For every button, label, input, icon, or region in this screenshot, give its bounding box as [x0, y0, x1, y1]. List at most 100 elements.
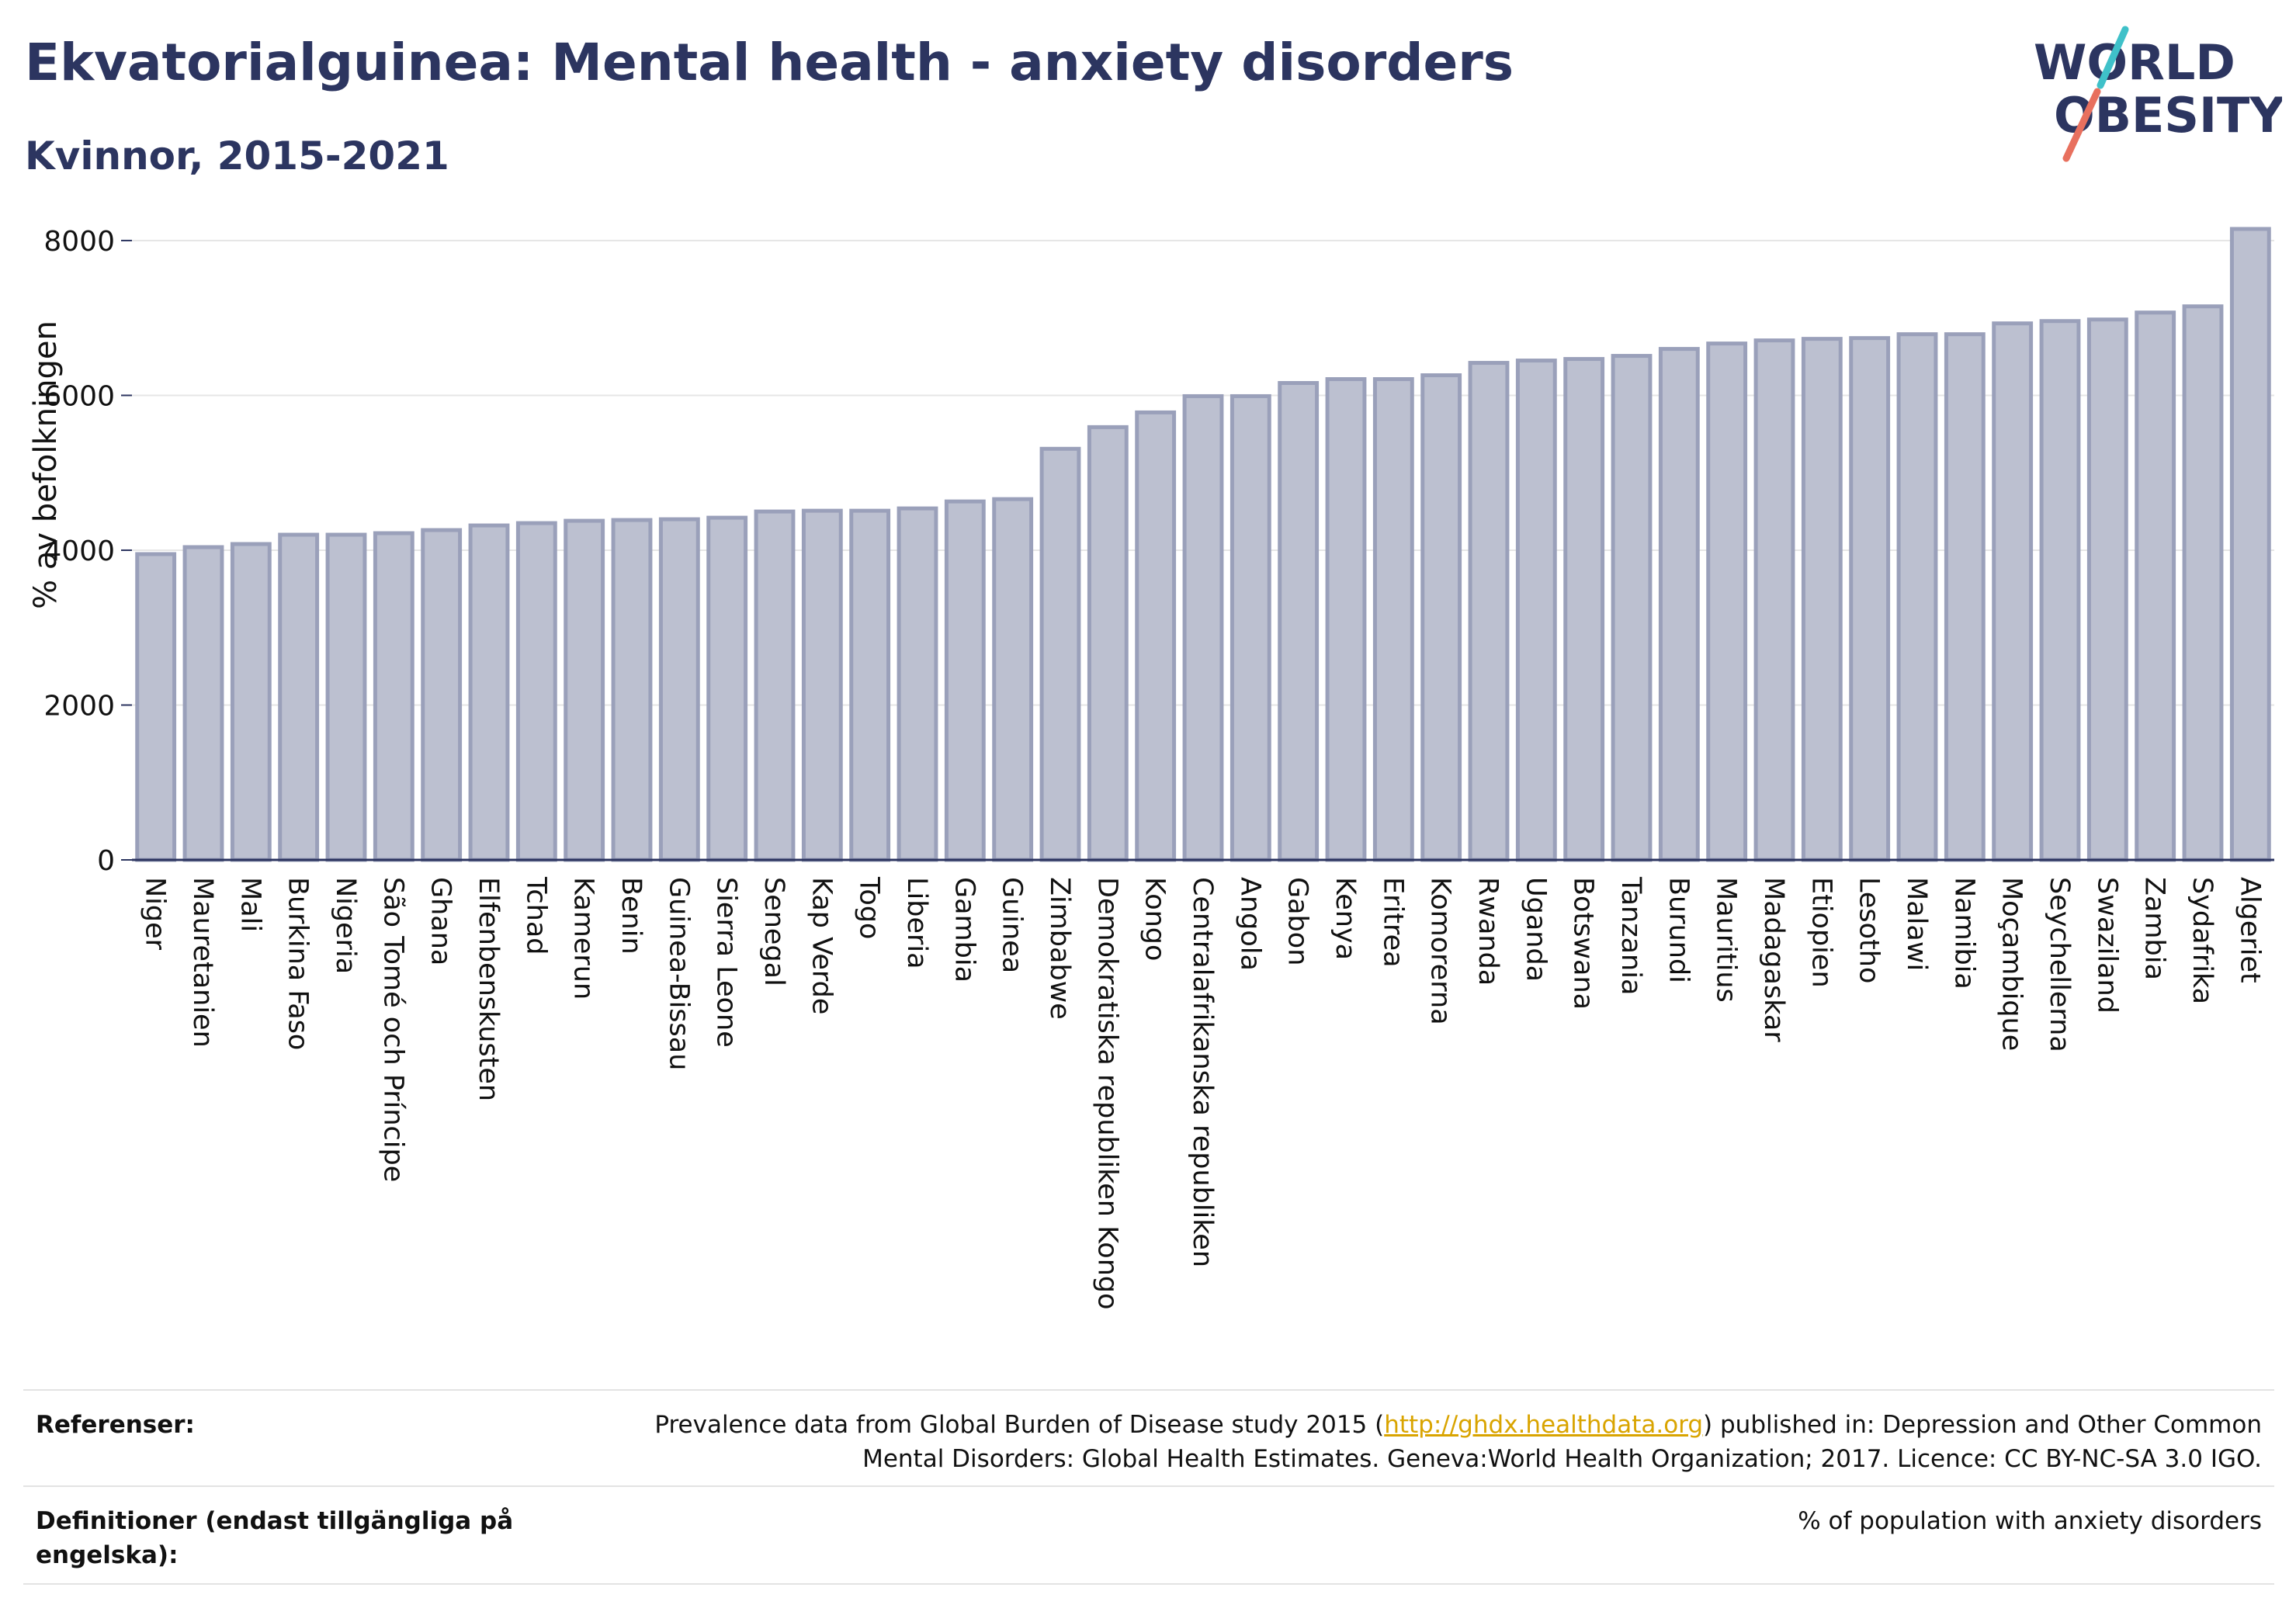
x-tick-label: Kongo	[1139, 877, 1171, 961]
x-tick-label: Niger	[140, 877, 171, 951]
definitions-label: Definitioner (endast tillgängliga på eng…	[36, 1507, 514, 1569]
bar-uganda	[1515, 359, 1557, 862]
bar-chart: 0 2000 4000 6000 8000 Niger Mauretanien Mali Bur…	[28, 226, 2274, 1310]
y-tick-label: 4000	[43, 535, 115, 567]
x-tick-label: São Tomé och Príncipe	[377, 877, 408, 1182]
bar-burkina-faso	[278, 532, 320, 862]
bar-gambia	[944, 499, 986, 862]
bar-niger	[135, 552, 177, 862]
bar-sierra-leone	[706, 515, 748, 862]
x-tick-label: Moçambique	[1996, 877, 2027, 1051]
x-tick-label: Demokratiska republiken Kongo	[1091, 877, 1122, 1310]
x-tick-label: Zambia	[2139, 877, 2170, 980]
x-tick-label: Liberia	[901, 877, 932, 969]
bar-guinea-bissau	[658, 517, 700, 862]
y-axis-label: % av befolkningen	[28, 321, 64, 609]
bar-malawi	[1896, 332, 1938, 862]
page-title: Ekvatorialguinea: Mental health - anxiet…	[25, 33, 1514, 92]
logo-text-world: WORLD	[2034, 34, 2235, 91]
bar-nigeria	[325, 532, 367, 862]
logo-slash-teal	[2097, 26, 2129, 89]
bar-demokratiska-republiken-kongo	[1087, 425, 1129, 862]
page-subtitle: Kvinnor, 2015-2021	[25, 133, 449, 178]
bar-ghana	[421, 528, 463, 862]
bar-swaziland	[2086, 317, 2128, 862]
x-tick-label: Guinea-Bissau	[663, 877, 694, 1070]
bar-burundi	[1658, 347, 1700, 862]
references-label: Referenser:	[36, 1411, 195, 1439]
x-tick-label: Malawi	[1901, 877, 1932, 971]
x-tick-label: Mauritius	[1711, 877, 1742, 1003]
bar-eritrea	[1372, 377, 1414, 862]
bar-zambia	[2135, 310, 2176, 862]
bar-elfenbenskusten	[468, 523, 510, 862]
bar-kamerun	[564, 518, 605, 862]
definitions-row: Definitioner (endast tillgängliga på eng…	[23, 1485, 2274, 1585]
bar-madagaskar	[1753, 338, 1795, 862]
x-tick-label: Seychellerna	[2044, 877, 2075, 1052]
bar-sydafrika	[2182, 304, 2224, 862]
bar-seychellerna	[2039, 319, 2081, 862]
references-text-after: ) published in: Depression and Other Com…	[862, 1411, 2262, 1473]
bar-kenya	[1325, 377, 1367, 862]
bar-gabon	[1278, 381, 1320, 862]
x-tick-label: Sierra Leone	[711, 877, 742, 1048]
x-tick-label: Ghana	[425, 877, 456, 965]
x-tick-label: Kap Verde	[806, 877, 837, 1014]
x-tick-label: Togo	[854, 876, 885, 939]
bar-zimbabwe	[1039, 446, 1081, 862]
bar-benin	[611, 518, 653, 862]
x-tick-label: Gambia	[949, 877, 980, 983]
bar-tchad	[515, 521, 557, 862]
x-tick-label: Algeriet	[2234, 877, 2265, 983]
axes	[121, 239, 2274, 861]
tick-labels: 0 2000 4000 6000 8000 Niger Mauretanien Mali Bur…	[43, 226, 2265, 1310]
x-tick-label: Burundi	[1663, 877, 1694, 983]
references-link[interactable]: http://ghdx.healthdata.org	[1384, 1411, 1704, 1439]
x-tick-label: Swaziland	[2091, 877, 2122, 1014]
definitions-text: % of population with anxiety disorders	[1798, 1507, 2262, 1535]
bar-centralafrikanska-republiken	[1182, 393, 1224, 862]
references-text-before: Prevalence data from Global Burden of Di…	[654, 1411, 1385, 1439]
y-tick-label: 8000	[43, 226, 115, 258]
bar-komorerna	[1420, 373, 1462, 862]
bar-tanzania	[1611, 354, 1653, 862]
references-text: Prevalence data from Global Burden of Di…	[632, 1408, 2262, 1476]
bar-guinea	[992, 497, 1034, 862]
bar-mauritius	[1706, 341, 1748, 862]
x-tick-label: Etiopien	[1805, 877, 1836, 988]
bar-botswana	[1563, 357, 1605, 862]
x-tick-label: Kamerun	[568, 877, 599, 1000]
x-tick-label: Guinea	[997, 877, 1028, 973]
bar-liberia	[897, 506, 938, 862]
bar-mali	[230, 542, 272, 862]
bar-rwanda	[1468, 361, 1510, 862]
x-tick-label: Nigeria	[330, 877, 361, 974]
x-tick-label: Namibia	[1948, 877, 1979, 989]
bar-angola	[1230, 393, 1271, 862]
x-tick-label: Uganda	[1520, 877, 1551, 982]
x-tick-label: Centralafrikanska republiken	[1187, 877, 1218, 1267]
x-tick-label: Lesotho	[1854, 877, 1885, 983]
bar-lesotho	[1849, 336, 1891, 862]
x-tick-label: Tchad	[520, 876, 551, 955]
bars	[135, 227, 2271, 862]
references-row: Referenser: Prevalence data from Global …	[23, 1389, 2274, 1487]
logo-slash-coral	[2062, 88, 2101, 162]
x-tick-label: Rwanda	[1472, 877, 1503, 986]
bar-mo-ambique	[1992, 321, 2034, 862]
bar-namibia	[1944, 332, 1986, 862]
x-tick-label: Mauretanien	[187, 877, 218, 1048]
x-tick-label: Madagaskar	[1758, 877, 1789, 1042]
x-tick-label: Botswana	[1568, 877, 1599, 1010]
bar-etiopien	[1801, 337, 1843, 862]
bar-mauretanien	[182, 545, 224, 862]
x-tick-label: Senegal	[758, 877, 789, 986]
x-tick-label: Sydafrika	[2187, 877, 2218, 1004]
bar-algeriet	[2229, 227, 2271, 862]
x-tick-label: Angola	[1234, 877, 1265, 971]
x-tick-label: Zimbabwe	[1044, 877, 1075, 1020]
x-tick-label: Komorerna	[1425, 877, 1456, 1025]
y-tick-label: 6000	[43, 380, 115, 412]
x-tick-label: Benin	[616, 877, 647, 955]
